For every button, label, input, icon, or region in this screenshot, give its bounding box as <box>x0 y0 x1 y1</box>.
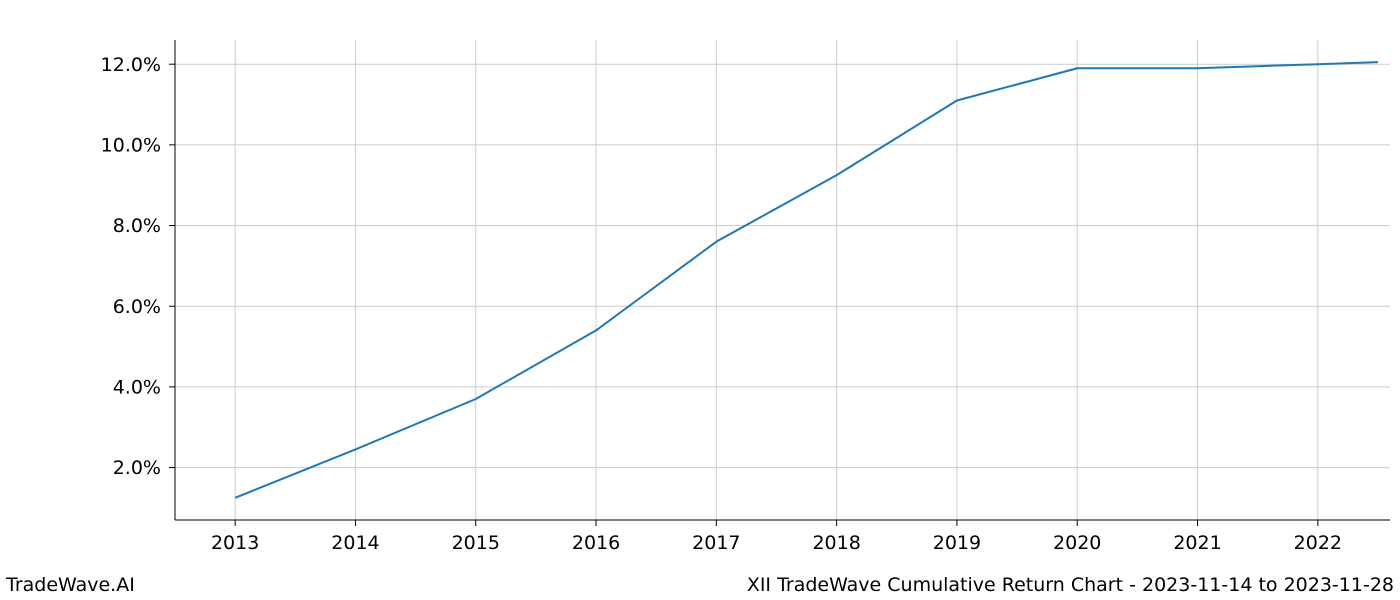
y-tick-label: 12.0% <box>101 54 161 76</box>
x-tick-label: 2015 <box>452 532 500 554</box>
y-tick-label: 4.0% <box>113 377 161 399</box>
y-tick-label: 10.0% <box>101 135 161 157</box>
x-tick-label: 2014 <box>331 532 379 554</box>
x-tick-label: 2016 <box>572 532 620 554</box>
x-tick-label: 2020 <box>1053 532 1101 554</box>
footer-left-label: TradeWave.AI <box>6 574 135 596</box>
line-chart: 2013 2014 2015 2016 2017 2018 2019 2020 2021 2022… <box>0 0 1400 600</box>
x-tick-label: 2022 <box>1294 532 1342 554</box>
x-tick-label: 2018 <box>812 532 860 554</box>
x-tick-label: 2019 <box>933 532 981 554</box>
x-tick-label: 2017 <box>692 532 740 554</box>
chart-container: 2013 2014 2015 2016 2017 2018 2019 2020 2021 2022… <box>0 0 1400 600</box>
y-tick-label: 2.0% <box>113 457 161 479</box>
x-tick-label: 2013 <box>211 532 259 554</box>
y-tick-label: 6.0% <box>113 296 161 318</box>
y-tick-label: 8.0% <box>113 215 161 237</box>
x-tick-label: 2021 <box>1173 532 1221 554</box>
footer-right-label: XII TradeWave Cumulative Return Chart - … <box>747 574 1394 596</box>
